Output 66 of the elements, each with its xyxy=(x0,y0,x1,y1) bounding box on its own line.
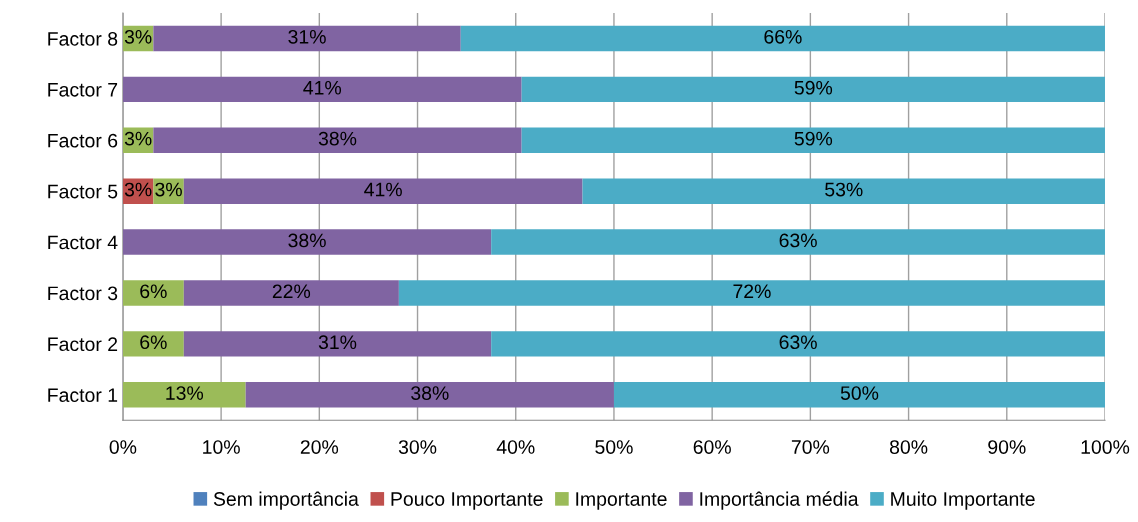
data-label: 41% xyxy=(364,182,402,197)
data-label: 31% xyxy=(318,335,357,350)
data-label: 38% xyxy=(318,131,357,146)
y-tick-label: Factor 8 xyxy=(48,31,118,46)
data-label: 72% xyxy=(733,284,771,299)
x-tick-label: 50% xyxy=(595,440,633,454)
bar xyxy=(122,76,522,103)
y-tick-label: Factor 4 xyxy=(48,235,118,250)
y-tick-label: Factor 1 xyxy=(48,388,118,402)
y-tick-label: Factor 7 xyxy=(48,83,118,97)
data-label: 38% xyxy=(288,233,326,248)
x-tick-label: 60% xyxy=(693,440,731,454)
data-label: 6% xyxy=(140,284,167,299)
x-tick-label: 10% xyxy=(203,440,240,454)
data-label: 53% xyxy=(825,182,863,197)
data-label: 3% xyxy=(124,29,152,44)
data-label: 59% xyxy=(794,80,833,95)
bar xyxy=(183,280,399,306)
data-label: 50% xyxy=(840,386,879,400)
y-tick-label: Factor 3 xyxy=(48,286,118,301)
x-tick-label: 100% xyxy=(1081,440,1130,454)
data-label: 3% xyxy=(124,182,152,197)
x-tick-label: 90% xyxy=(988,440,1026,454)
bar xyxy=(491,331,1105,357)
bar xyxy=(122,280,184,306)
bar xyxy=(521,127,1105,154)
bar xyxy=(398,280,1105,306)
data-label: 3% xyxy=(124,131,152,146)
data-label: 6% xyxy=(140,335,167,350)
data-label: 3% xyxy=(155,182,182,197)
bar xyxy=(122,382,246,408)
data-label: 63% xyxy=(779,233,817,248)
bar xyxy=(153,25,461,52)
bar xyxy=(245,382,614,408)
x-tick-label: 80% xyxy=(889,440,928,454)
data-label: 59% xyxy=(794,131,833,146)
data-label: 66% xyxy=(764,29,802,44)
bar xyxy=(183,331,492,357)
y-tick-label: Factor 2 xyxy=(48,337,118,352)
data-label: 13% xyxy=(166,386,204,400)
data-label: 41% xyxy=(303,80,342,95)
bar xyxy=(582,178,1105,204)
bar xyxy=(491,229,1105,255)
legend-label: Importância média xyxy=(700,491,859,510)
bar xyxy=(460,25,1105,52)
bar xyxy=(183,178,583,204)
x-tick-label: 70% xyxy=(791,440,830,454)
legend-label: Sem importância xyxy=(213,491,359,510)
data-label: 31% xyxy=(288,29,326,44)
data-label: 63% xyxy=(779,335,817,350)
y-tick-label: Factor 5 xyxy=(48,184,118,199)
x-tick-label: 0% xyxy=(109,440,137,454)
x-tick-label: 30% xyxy=(398,440,437,454)
bar xyxy=(153,127,522,154)
data-label: 38% xyxy=(411,386,449,400)
y-tick-label: Factor 6 xyxy=(48,133,118,148)
bar xyxy=(122,229,492,255)
legend-label: Pouco Importante xyxy=(391,492,543,510)
legend-label: Importante xyxy=(576,492,667,510)
bar xyxy=(613,382,1105,408)
x-tick-label: 40% xyxy=(496,440,535,454)
bar xyxy=(521,76,1105,103)
bar xyxy=(122,331,184,357)
data-label: 22% xyxy=(272,284,311,299)
legend-label: Muito Importante xyxy=(891,491,1035,510)
x-tick-label: 20% xyxy=(300,440,339,454)
